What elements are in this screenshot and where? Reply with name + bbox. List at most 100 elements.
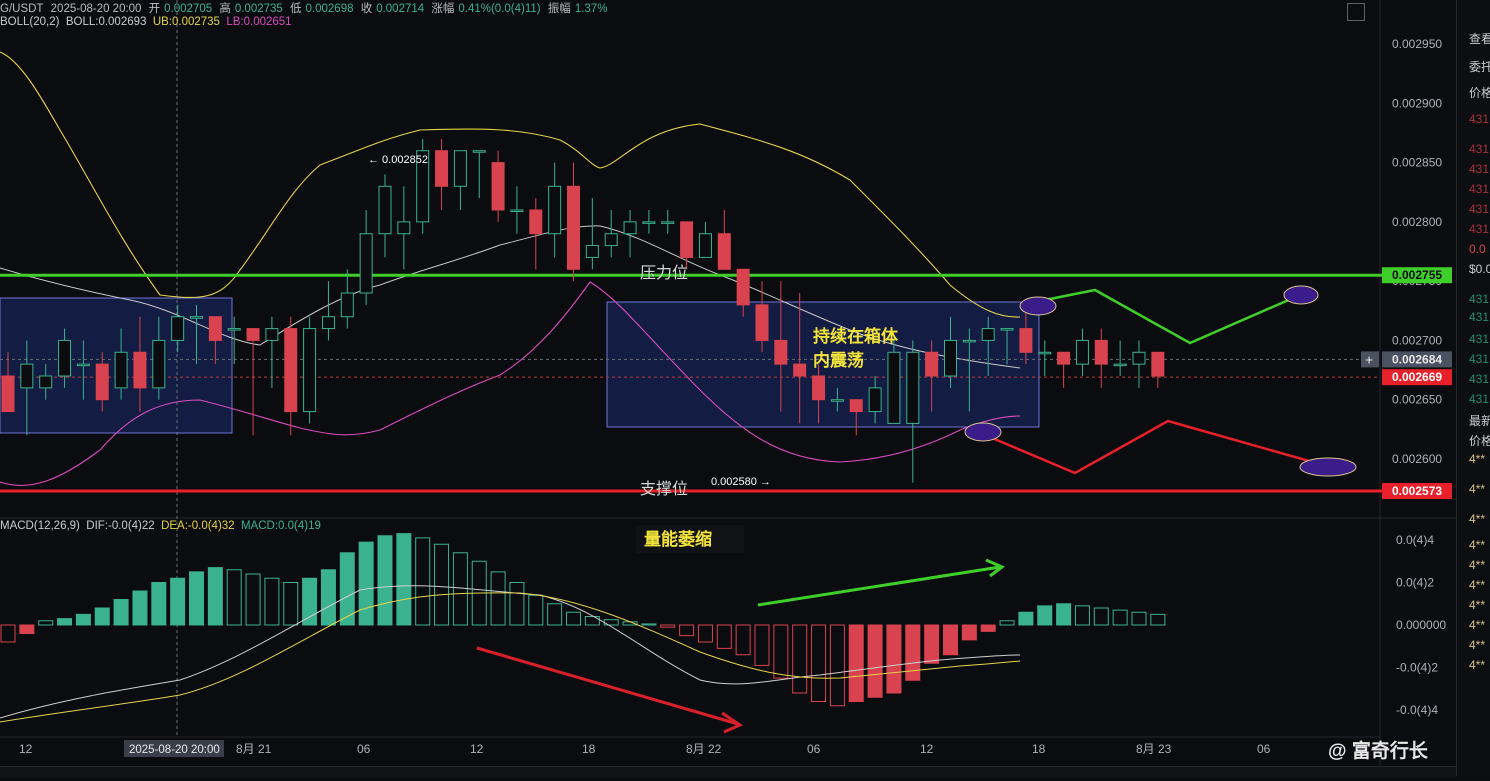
- macd-bar-up: [999, 620, 1015, 626]
- macd-bar-up: [94, 607, 110, 626]
- candle-down: [1019, 328, 1033, 353]
- macd-dif-line: [0, 585, 1021, 719]
- macd-bar-up: [57, 618, 73, 626]
- high-label: 高: [219, 3, 231, 15]
- macd-bar-down: [716, 624, 732, 649]
- price-tick-label: 0.002650: [1392, 393, 1442, 407]
- time-tick-label: 06: [807, 742, 821, 756]
- macd-bar-up: [641, 623, 657, 626]
- candle-up: [548, 185, 562, 235]
- order-book-cell: 委托: [1469, 60, 1490, 74]
- candle-up: [114, 351, 128, 389]
- macd-bar-down: [792, 624, 808, 694]
- box-annotation-1: 持续在箱体: [813, 326, 899, 346]
- expand-icon[interactable]: [1347, 3, 1365, 21]
- change-value: 0.41%(0.0(4)11): [458, 3, 541, 15]
- price-tag: [1382, 267, 1452, 284]
- forecast-ellipse: [964, 422, 1002, 442]
- macd-header: MACD(12,26,9) DIF:-0.0(4)22 DEA:-0.0(4)3…: [0, 520, 321, 532]
- candle-down: [567, 185, 580, 270]
- macd-bar-up: [113, 599, 129, 626]
- candle-up: [453, 150, 467, 187]
- macd-bar-up: [189, 571, 204, 626]
- order-book-cell: 431: [1469, 372, 1490, 386]
- macd-tick-label: 0.0(4)2: [1396, 576, 1434, 590]
- time-tick-label: 12: [470, 742, 484, 756]
- macd-bar-up: [1150, 613, 1166, 626]
- order-book-cell: 4**: [1469, 558, 1486, 572]
- symbol-label: G/USDT: [0, 3, 44, 15]
- order-book-cell: 431: [1469, 352, 1490, 366]
- order-book-cell: 4**: [1469, 452, 1486, 466]
- macd-bar-up: [1131, 611, 1147, 626]
- close-label: 收: [360, 3, 373, 15]
- macd-name: MACD(12,26,9): [0, 520, 80, 532]
- crosshair-time-label: 2025-08-20 20:00: [129, 744, 220, 756]
- candle-up: [227, 328, 241, 331]
- volume-annotation: 量能萎缩: [644, 529, 712, 549]
- candle-down: [812, 375, 826, 401]
- candle-down: [717, 233, 731, 270]
- macd-bar-up: [1056, 603, 1072, 626]
- price-tag-label: 0.002573: [1392, 484, 1442, 498]
- crosshair-time-box: [124, 740, 224, 757]
- macd-bar-down: [735, 624, 751, 656]
- order-book-cell: 431: [1469, 112, 1490, 126]
- candle-up: [830, 399, 844, 402]
- price-tag: [1382, 369, 1452, 386]
- macd-bar-up: [320, 569, 336, 626]
- price-tag: [1382, 351, 1452, 368]
- price-tick-label: 0.002900: [1392, 96, 1442, 110]
- macd-bar-down: [679, 624, 695, 637]
- candle-up: [58, 339, 72, 377]
- order-book-cell: 4**: [1469, 512, 1486, 526]
- amplitude-value: 1.37%: [574, 3, 608, 15]
- close-value: 0.002714: [376, 3, 425, 15]
- macd-bar-up: [339, 552, 355, 626]
- macd-tick-label: 0.000000: [1396, 618, 1446, 632]
- boll-value: BOLL:0.002693: [65, 16, 147, 28]
- order-book-cell: 价格: [1469, 434, 1490, 448]
- macd-bar-up: [434, 543, 450, 626]
- boll-middle-band: [0, 225, 1021, 369]
- low-marker: 0.002580 →: [711, 476, 771, 488]
- forecast-ellipse: [1019, 296, 1057, 316]
- macd-bar-down: [886, 624, 902, 694]
- macd-bar-up: [1037, 605, 1053, 626]
- order-book-cell: 4**: [1469, 658, 1486, 672]
- candle-up: [20, 363, 34, 389]
- order-book-cell: 4**: [1469, 482, 1486, 496]
- resistance-text: 压力位: [640, 264, 688, 282]
- macd-tick-label: -0.0(4)2: [1396, 661, 1438, 675]
- order-book-cell: 4**: [1469, 598, 1486, 612]
- candle-up: [887, 351, 901, 424]
- candle-up: [321, 316, 335, 330]
- watermark: @ 富奇行长: [1328, 741, 1428, 762]
- price-tick-label: 0.002600: [1392, 452, 1442, 466]
- order-book-cell: 431: [1469, 310, 1490, 324]
- macd-bar-up: [245, 573, 261, 626]
- macd-value: MACD:0.0(4)19: [240, 520, 321, 532]
- order-book-cell: 431: [1469, 332, 1490, 346]
- datetime-label: 2025-08-20 20:00: [50, 3, 142, 15]
- order-book-panel: 查看委托价格 431 431 431 431 431 431 0.0 $0.0 431 431 431…: [1456, 0, 1490, 776]
- candle-down: [435, 150, 449, 187]
- order-book-cell: 431: [1469, 292, 1490, 306]
- candle-down: [1057, 351, 1071, 365]
- macd-bar-up: [509, 582, 525, 626]
- time-tick-label: 8月 21: [236, 742, 272, 756]
- macd-bar-up: [490, 571, 506, 626]
- candle-up: [981, 328, 995, 341]
- macd-bar-up: [170, 577, 186, 626]
- macd-tick-label: -0.0(4)4: [1396, 703, 1438, 717]
- candle-down: [1151, 351, 1165, 377]
- macd-bar-up: [415, 537, 431, 626]
- candle-down: [1094, 339, 1108, 365]
- macd-bar-up: [1093, 607, 1109, 626]
- time-tick-label: 06: [1257, 742, 1271, 756]
- indicator-toolbar[interactable]: [0, 766, 1456, 777]
- macd-bar-up: [151, 582, 167, 626]
- low-value: 0.002698: [305, 3, 354, 15]
